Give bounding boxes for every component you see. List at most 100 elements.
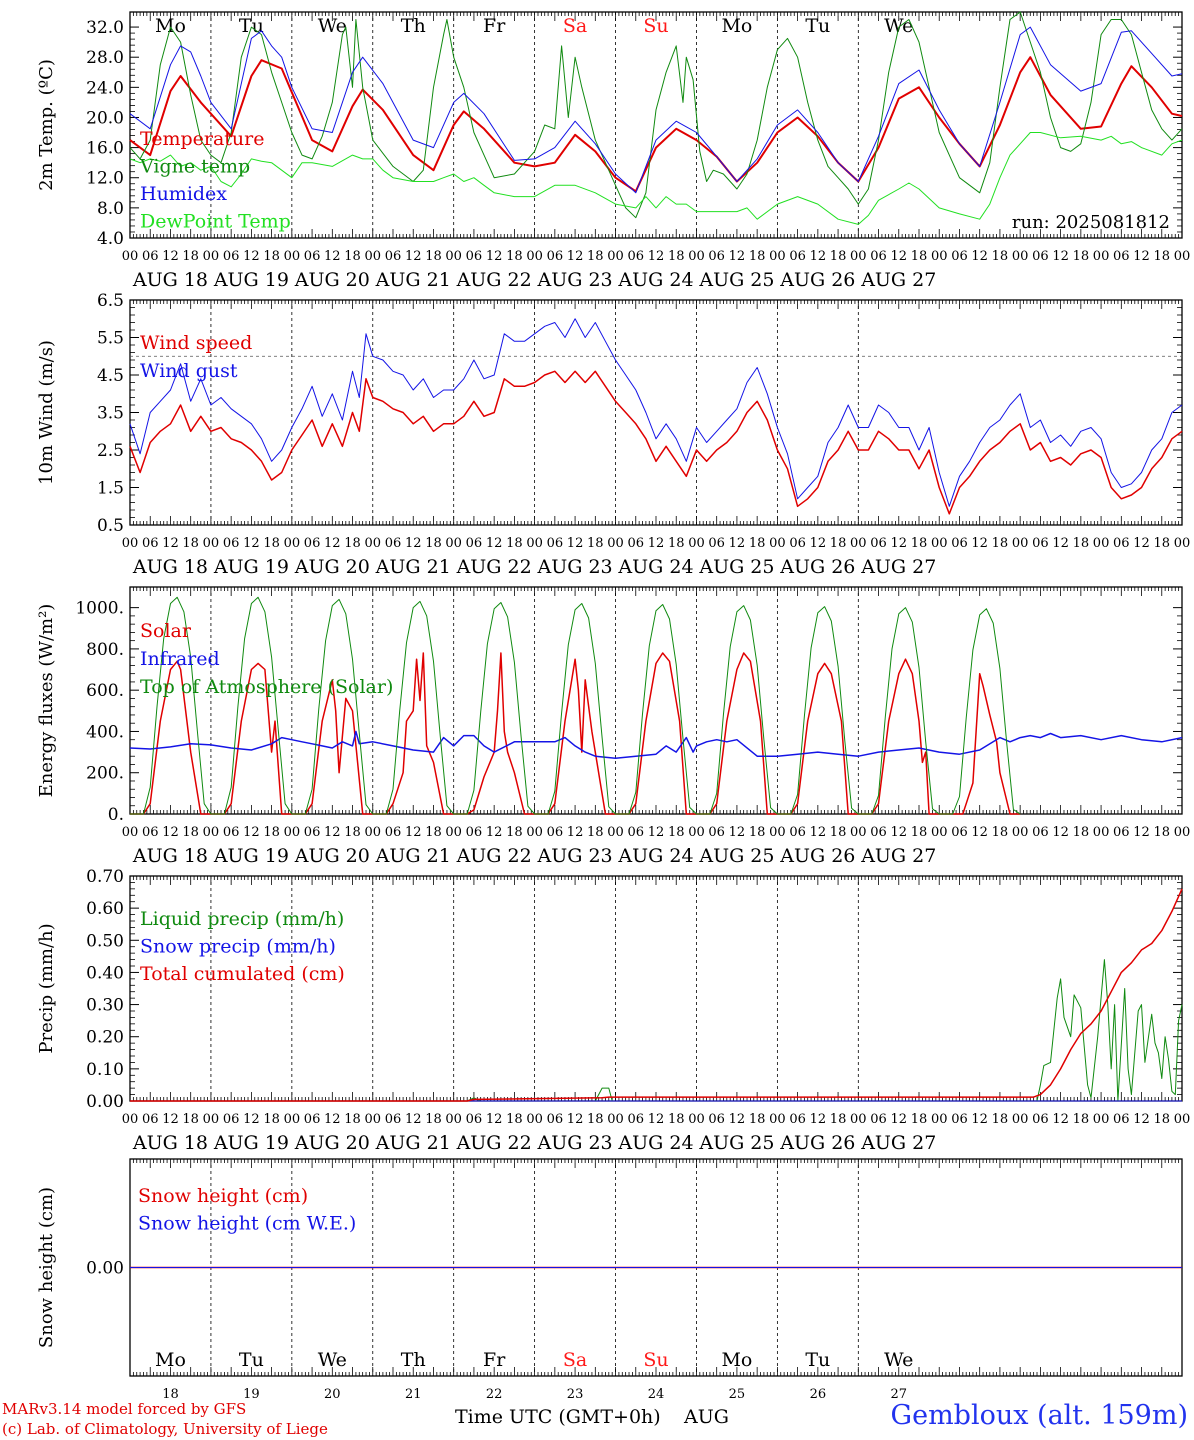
date-label: AUG 23: [537, 845, 613, 867]
hour-tick-label: 00: [445, 825, 462, 840]
hour-tick-label: 12: [1133, 1112, 1150, 1127]
legend-entry: Wind gust: [140, 360, 238, 382]
date-label: AUG 18: [132, 1132, 208, 1154]
hour-tick-label: 00: [769, 249, 786, 264]
hour-tick-label: 06: [870, 249, 887, 264]
weekday-label: We: [318, 1349, 347, 1371]
hour-tick-label: 12: [405, 536, 422, 551]
time-axis-label: Time UTC (GMT+0h): [455, 1406, 661, 1428]
y-tick-label: 28.0: [86, 48, 124, 68]
hour-tick-label: 06: [789, 249, 806, 264]
hour-tick-label: 00: [931, 536, 948, 551]
hour-tick-label: 12: [648, 249, 665, 264]
hour-tick-label: 00: [850, 536, 867, 551]
hour-tick-label: 12: [1052, 1112, 1069, 1127]
hour-tick-label: 06: [1113, 536, 1130, 551]
hour-tick-label: 18: [263, 825, 280, 840]
y-tick-label: 8.0: [97, 199, 124, 219]
weekday-label: Th: [401, 1349, 426, 1371]
hour-tick-label: 00: [284, 825, 301, 840]
hour-tick-label: 18: [992, 249, 1009, 264]
hour-tick-label: 18: [830, 249, 847, 264]
y-tick-label: 1.5: [97, 479, 124, 499]
date-label: AUG 21: [375, 556, 451, 578]
hour-tick-label: 12: [1052, 536, 1069, 551]
hour-tick-label: 18: [749, 1112, 766, 1127]
series-line: [130, 596, 1021, 815]
weekday-label: Fr: [483, 15, 506, 37]
date-label: AUG 20: [294, 845, 370, 867]
hour-tick-label: 00: [445, 1112, 462, 1127]
hour-tick-label: 06: [627, 249, 644, 264]
date-label: AUG 22: [456, 269, 532, 291]
hour-tick-label: 00: [607, 249, 624, 264]
day-number-label: 18: [162, 1387, 179, 1402]
hour-tick-label: 00: [688, 249, 705, 264]
hour-tick-label: 18: [182, 1112, 199, 1127]
hour-tick-label: 00: [1093, 825, 1110, 840]
hour-tick-label: 06: [1113, 1112, 1130, 1127]
legend-entry: Wind speed: [140, 332, 252, 354]
hour-tick-label: 00: [769, 825, 786, 840]
legend-entry: Humidex: [140, 183, 227, 205]
month-label: AUG: [684, 1406, 729, 1428]
hour-tick-label: 06: [223, 825, 240, 840]
weekday-label: Tu: [805, 15, 830, 37]
hour-tick-label: 00: [1174, 536, 1191, 551]
hour-tick-label: 18: [425, 825, 442, 840]
hour-tick-label: 12: [1052, 825, 1069, 840]
y-tick-label: 200.: [86, 764, 124, 784]
hour-tick-label: 00: [445, 249, 462, 264]
hour-tick-label: 00: [364, 825, 381, 840]
hour-tick-label: 00: [931, 1112, 948, 1127]
station-name: Gembloux (alt. 159m): [890, 1400, 1188, 1431]
hour-tick-label: 18: [425, 1112, 442, 1127]
y-tick-label: 4.5: [97, 366, 124, 386]
y-tick-label: 4.0: [97, 229, 124, 249]
hour-tick-label: 12: [890, 249, 907, 264]
hour-tick-label: 18: [425, 536, 442, 551]
hour-tick-label: 00: [364, 249, 381, 264]
day-number-label: 26: [810, 1387, 827, 1402]
hour-tick-label: 12: [567, 1112, 584, 1127]
hour-tick-label: 12: [243, 1112, 260, 1127]
hour-tick-label: 18: [587, 249, 604, 264]
date-label: AUG 24: [617, 269, 693, 291]
hour-tick-label: 06: [870, 536, 887, 551]
hour-tick-label: 06: [708, 536, 725, 551]
legend-entry: Snow height (cm W.E.): [138, 1213, 356, 1235]
hour-tick-label: 06: [466, 825, 483, 840]
hour-tick-label: 06: [951, 1112, 968, 1127]
day-number-label: 27: [890, 1387, 907, 1402]
y-tick-label: 0.40: [86, 963, 124, 983]
hour-tick-label: 06: [1113, 249, 1130, 264]
y-axis-label: Energy fluxes (W/m²): [36, 604, 57, 798]
hour-tick-label: 00: [1093, 249, 1110, 264]
hour-tick-label: 12: [162, 1112, 179, 1127]
date-label: AUG 27: [860, 845, 936, 867]
hour-tick-label: 00: [850, 1112, 867, 1127]
hour-tick-label: 12: [729, 249, 746, 264]
hour-tick-label: 12: [648, 1112, 665, 1127]
weekday-label: Tu: [805, 1349, 830, 1371]
hour-tick-label: 12: [486, 536, 503, 551]
hour-tick-label: 06: [789, 1112, 806, 1127]
hour-tick-label: 12: [567, 249, 584, 264]
date-label: AUG 21: [375, 1132, 451, 1154]
hour-tick-label: 06: [547, 1112, 564, 1127]
hour-tick-label: 00: [1174, 825, 1191, 840]
series-line: [129, 730, 1183, 760]
hour-tick-label: 00: [850, 825, 867, 840]
hour-tick-label: 00: [526, 1112, 543, 1127]
hour-tick-label: 00: [122, 825, 139, 840]
date-label: AUG 27: [860, 269, 936, 291]
hour-tick-label: 12: [324, 536, 341, 551]
hour-tick-label: 18: [749, 825, 766, 840]
date-label: AUG 19: [213, 845, 289, 867]
hour-tick-label: 06: [385, 249, 402, 264]
hour-tick-label: 06: [1032, 536, 1049, 551]
hour-tick-label: 12: [486, 249, 503, 264]
date-label: AUG 27: [860, 1132, 936, 1154]
hour-tick-label: 00: [1093, 536, 1110, 551]
hour-tick-label: 00: [203, 536, 220, 551]
